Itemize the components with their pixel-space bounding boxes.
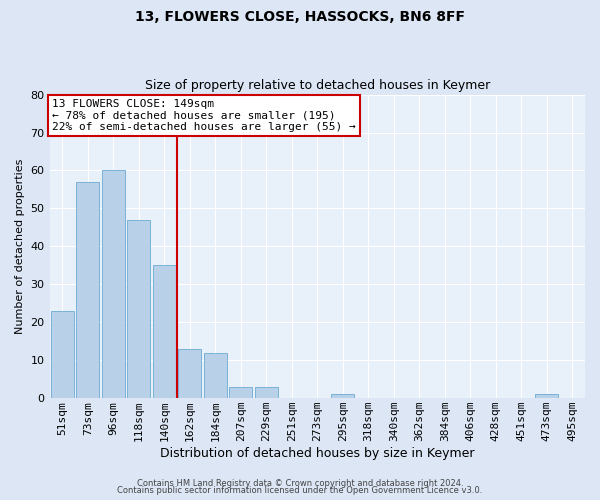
Bar xyxy=(127,220,150,398)
Bar xyxy=(76,182,99,398)
Bar xyxy=(535,394,558,398)
Bar xyxy=(51,311,74,398)
Bar xyxy=(102,170,125,398)
Text: 13, FLOWERS CLOSE, HASSOCKS, BN6 8FF: 13, FLOWERS CLOSE, HASSOCKS, BN6 8FF xyxy=(135,10,465,24)
Bar xyxy=(178,349,201,398)
Bar xyxy=(204,352,227,398)
Text: 13 FLOWERS CLOSE: 149sqm
← 78% of detached houses are smaller (195)
22% of semi-: 13 FLOWERS CLOSE: 149sqm ← 78% of detach… xyxy=(52,99,356,132)
Bar xyxy=(229,387,252,398)
Bar xyxy=(255,387,278,398)
X-axis label: Distribution of detached houses by size in Keymer: Distribution of detached houses by size … xyxy=(160,447,475,460)
Text: Contains public sector information licensed under the Open Government Licence v3: Contains public sector information licen… xyxy=(118,486,482,495)
Text: Contains HM Land Registry data © Crown copyright and database right 2024.: Contains HM Land Registry data © Crown c… xyxy=(137,478,463,488)
Bar xyxy=(153,266,176,398)
Title: Size of property relative to detached houses in Keymer: Size of property relative to detached ho… xyxy=(145,79,490,92)
Bar xyxy=(331,394,354,398)
Y-axis label: Number of detached properties: Number of detached properties xyxy=(15,158,25,334)
